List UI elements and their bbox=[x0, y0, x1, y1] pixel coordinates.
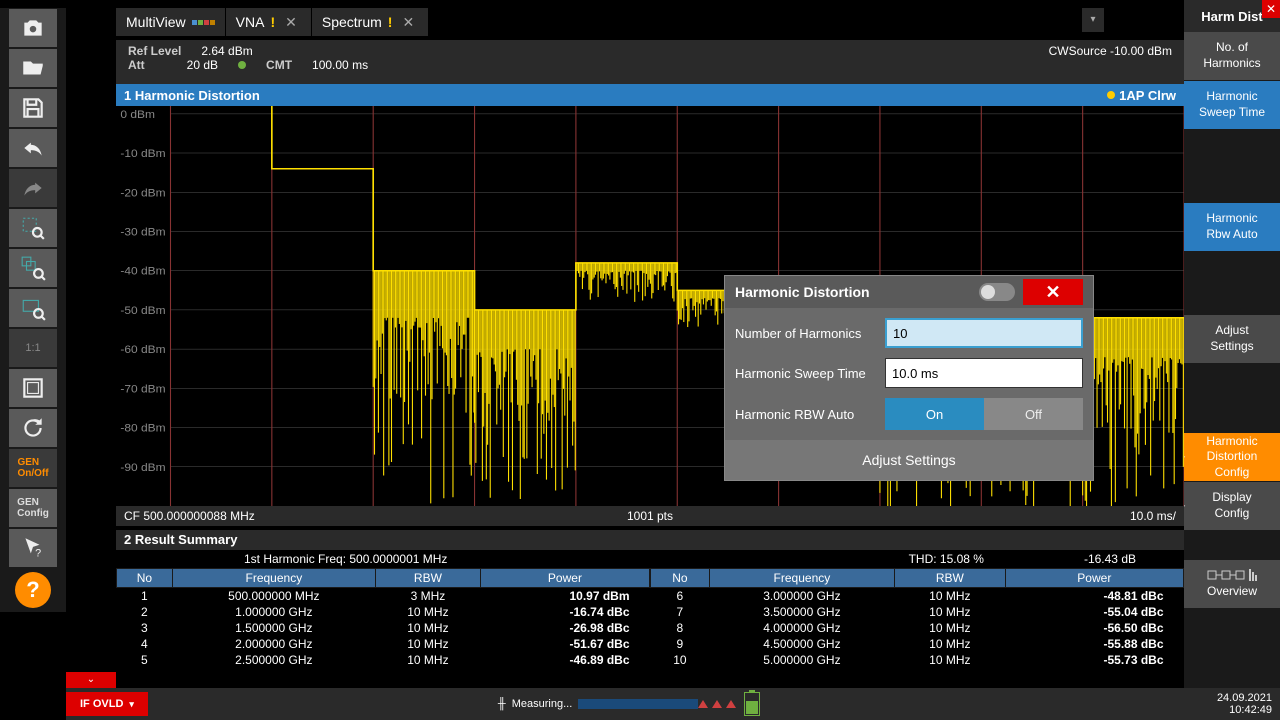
close-icon[interactable]: ✕ bbox=[281, 14, 301, 31]
spacer bbox=[1184, 531, 1280, 559]
sweep-time-input[interactable] bbox=[885, 358, 1083, 388]
no-harmonics-button[interactable]: No. ofHarmonics bbox=[1184, 32, 1280, 80]
status-bar: IF OVLD ╫Measuring... 24.09.202110:42:49 bbox=[66, 688, 1280, 720]
att-value: 20 dB bbox=[187, 58, 218, 72]
results-meta: 1st Harmonic Freq: 500.0000001 MHz THD: … bbox=[116, 550, 1184, 568]
rbw-off-button[interactable]: Off bbox=[984, 398, 1083, 430]
zoom-window-icon[interactable] bbox=[9, 289, 57, 327]
measuring-status: ╫Measuring... bbox=[498, 698, 698, 710]
panel-close-icon[interactable]: ✕ bbox=[1262, 0, 1280, 18]
overview-icon bbox=[1207, 568, 1257, 582]
dialog-header[interactable]: Harmonic Distortion ✕ bbox=[725, 276, 1093, 308]
svg-text:?: ? bbox=[35, 548, 41, 560]
thd-percent: THD: 15.08 % bbox=[909, 552, 984, 566]
first-harmonic-freq: 1st Harmonic Freq: 500.0000001 MHz bbox=[244, 552, 447, 566]
svg-text:-30 dBm: -30 dBm bbox=[120, 227, 165, 238]
network-icon bbox=[698, 700, 736, 708]
tab-vna[interactable]: VNA ! ✕ bbox=[226, 8, 312, 36]
att-label: Att bbox=[128, 58, 145, 72]
svg-text:-40 dBm: -40 dBm bbox=[120, 266, 165, 277]
adjust-settings-button[interactable]: AdjustSettings bbox=[1184, 315, 1280, 363]
points: 1001 pts bbox=[627, 509, 673, 523]
fullscreen-icon[interactable] bbox=[9, 369, 57, 407]
sweep-time-label: Harmonic Sweep Time bbox=[735, 366, 885, 381]
redo-icon[interactable] bbox=[9, 169, 57, 207]
sweep-time: 10.0 ms/ bbox=[1130, 509, 1176, 523]
open-icon[interactable] bbox=[9, 49, 57, 87]
right-panel: ✕ Harm Dist No. ofHarmonics HarmonicSwee… bbox=[1184, 0, 1280, 688]
chart-title-bar: 1 Harmonic Distortion 1AP Clrw bbox=[116, 84, 1184, 106]
undo-icon[interactable] bbox=[9, 129, 57, 167]
ref-level-label: Ref Level bbox=[128, 44, 181, 58]
spacer bbox=[1184, 130, 1280, 202]
info-bar: Ref Level 2.64 dBm CWSource -10.00 dBm A… bbox=[116, 40, 1184, 84]
num-harmonics-label: Number of Harmonics bbox=[735, 326, 885, 341]
close-icon[interactable]: ✕ bbox=[398, 14, 418, 31]
chart-footer: CF 500.000000088 MHz 1001 pts 10.0 ms/ bbox=[116, 506, 1184, 526]
grid-icon bbox=[192, 20, 215, 25]
marker-indicator: 1AP Clrw bbox=[1107, 88, 1176, 103]
dialog-close-icon[interactable]: ✕ bbox=[1023, 279, 1083, 305]
svg-text:0 dBm: 0 dBm bbox=[120, 109, 155, 120]
progress-bar bbox=[578, 699, 698, 709]
svg-text:-20 dBm: -20 dBm bbox=[120, 188, 165, 199]
distortion-config-button[interactable]: ▶HarmonicDistortionConfig bbox=[1184, 433, 1280, 481]
cmt-value: 100.00 ms bbox=[312, 58, 368, 72]
status-dot-icon bbox=[238, 61, 246, 69]
tab-label: Spectrum bbox=[322, 14, 382, 30]
camera-icon[interactable] bbox=[9, 9, 57, 47]
thd-db: -16.43 dB bbox=[1084, 552, 1136, 566]
overview-button[interactable]: Overview bbox=[1184, 560, 1280, 608]
save-icon[interactable] bbox=[9, 89, 57, 127]
left-toolbar: 1:1 GENOn/Off GENConfig ? ? bbox=[0, 8, 66, 612]
svg-text:-80 dBm: -80 dBm bbox=[120, 423, 165, 434]
adjust-settings-dialog-button[interactable]: Adjust Settings bbox=[725, 440, 1093, 480]
ref-level-value: 2.64 dBm bbox=[201, 44, 252, 58]
rbw-auto-button[interactable]: HarmonicRbw Auto bbox=[1184, 203, 1280, 251]
refresh-icon[interactable] bbox=[9, 409, 57, 447]
spacer bbox=[1184, 252, 1280, 314]
battery-icon bbox=[744, 692, 760, 716]
warning-icon: ! bbox=[388, 14, 393, 30]
tab-spectrum[interactable]: Spectrum ! ✕ bbox=[312, 8, 429, 36]
tab-multiview[interactable]: MultiView bbox=[116, 8, 226, 36]
center-freq: CF 500.000000088 MHz bbox=[124, 509, 255, 523]
datetime: 24.09.202110:42:49 bbox=[1217, 692, 1272, 716]
chart-title: 1 Harmonic Distortion bbox=[124, 88, 260, 103]
spacer bbox=[1184, 364, 1280, 432]
expand-down-icon[interactable]: ⌄ bbox=[66, 672, 116, 688]
tab-label: MultiView bbox=[126, 14, 186, 30]
zoom-multi-icon[interactable] bbox=[9, 249, 57, 287]
num-harmonics-input[interactable] bbox=[885, 318, 1083, 348]
tab-dropdown[interactable]: ▾ bbox=[1082, 8, 1104, 32]
sweep-time-button[interactable]: HarmonicSweep Time bbox=[1184, 81, 1280, 129]
svg-text:-70 dBm: -70 dBm bbox=[120, 384, 165, 395]
gen-config-button[interactable]: GENConfig bbox=[9, 489, 57, 527]
cw-source: CWSource -10.00 dBm bbox=[1049, 44, 1172, 58]
results-table: NoFrequencyRBWPower1500.000000 MHz3 MHz1… bbox=[116, 568, 1184, 668]
svg-text:-60 dBm: -60 dBm bbox=[120, 345, 165, 356]
rbw-on-button[interactable]: On bbox=[885, 398, 984, 430]
svg-text:-90 dBm: -90 dBm bbox=[120, 462, 165, 473]
svg-text:-10 dBm: -10 dBm bbox=[120, 148, 165, 159]
tab-label: VNA bbox=[236, 14, 265, 30]
ratio-icon[interactable]: 1:1 bbox=[9, 329, 57, 367]
if-ovld-indicator[interactable]: IF OVLD bbox=[66, 692, 148, 716]
dialog-toggle[interactable] bbox=[979, 283, 1015, 301]
cmt-label: CMT bbox=[266, 58, 292, 72]
results-title: 2 Result Summary bbox=[116, 530, 1184, 550]
gen-onoff-button[interactable]: GENOn/Off bbox=[9, 449, 57, 487]
harmonic-distortion-dialog: Harmonic Distortion ✕ Number of Harmonic… bbox=[724, 275, 1094, 481]
dialog-title: Harmonic Distortion bbox=[735, 284, 870, 300]
zoom-select-icon[interactable] bbox=[9, 209, 57, 247]
rbw-auto-label: Harmonic RBW Auto bbox=[735, 407, 885, 422]
help-icon[interactable]: ? bbox=[15, 572, 51, 608]
tab-bar: MultiView VNA ! ✕ Spectrum ! ✕ bbox=[116, 8, 429, 36]
svg-text:-50 dBm: -50 dBm bbox=[120, 305, 165, 316]
warning-icon: ! bbox=[270, 14, 275, 30]
cursor-icon[interactable]: ? bbox=[9, 529, 57, 567]
display-config-button[interactable]: ▶DisplayConfig bbox=[1184, 482, 1280, 530]
results-panel: 2 Result Summary 1st Harmonic Freq: 500.… bbox=[116, 530, 1184, 688]
